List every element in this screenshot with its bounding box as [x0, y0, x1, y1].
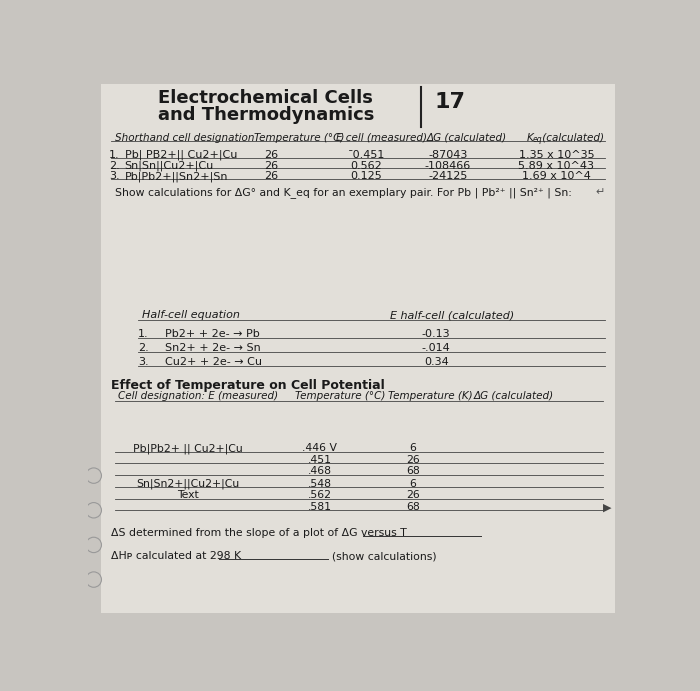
Text: 3.: 3.: [109, 171, 120, 182]
Text: Show calculations for ΔG° and K_eq for an exemplary pair. For Pb | Pb²⁺ || Sn²⁺ : Show calculations for ΔG° and K_eq for a…: [115, 187, 571, 198]
Text: 26: 26: [264, 150, 278, 160]
Text: 6: 6: [410, 444, 416, 453]
Text: .581: .581: [308, 502, 332, 512]
Text: 6: 6: [410, 479, 416, 489]
Text: ΔG (calculated): ΔG (calculated): [473, 391, 554, 401]
Text: Temperature (°C): Temperature (°C): [254, 133, 344, 143]
Text: 1.: 1.: [138, 330, 148, 339]
Text: Sn|Sn2+||Cu2+|Cu: Sn|Sn2+||Cu2+|Cu: [136, 479, 240, 489]
Text: Effect of Temperature on Cell Potential: Effect of Temperature on Cell Potential: [111, 379, 384, 392]
Text: Temperature (K): Temperature (K): [389, 391, 473, 401]
Text: .451: .451: [308, 455, 332, 465]
Text: -0.13: -0.13: [422, 330, 451, 339]
Text: (show calculations): (show calculations): [332, 551, 436, 561]
Text: -24125: -24125: [428, 171, 468, 182]
Text: 2.: 2.: [138, 343, 148, 353]
Text: 5.89 x 10^43: 5.89 x 10^43: [519, 161, 594, 171]
Text: .548: .548: [308, 479, 332, 489]
Text: 1.: 1.: [109, 150, 120, 160]
Text: 3.: 3.: [138, 357, 148, 367]
Text: Cell designation: E (measured): Cell designation: E (measured): [118, 391, 279, 401]
Text: Text: Text: [177, 490, 199, 500]
Text: ΔHᴘ calculated at 298 K: ΔHᴘ calculated at 298 K: [111, 551, 241, 561]
Text: Sn2+ + 2e- → Sn: Sn2+ + 2e- → Sn: [165, 343, 260, 353]
Text: Pb2+ + 2e- → Pb: Pb2+ + 2e- → Pb: [165, 330, 260, 339]
Text: Half-cell equation: Half-cell equation: [141, 310, 239, 320]
Text: Temperature (°C): Temperature (°C): [295, 391, 386, 401]
Circle shape: [86, 537, 101, 553]
Text: ¯0.451: ¯0.451: [348, 150, 385, 160]
Text: -87043: -87043: [428, 150, 468, 160]
Text: 68: 68: [406, 466, 420, 476]
Text: ΔG (calculated): ΔG (calculated): [427, 133, 507, 143]
Text: 26: 26: [406, 490, 420, 500]
Text: Sn|Sn||Cu2+|Cu: Sn|Sn||Cu2+|Cu: [125, 161, 214, 171]
Text: K: K: [527, 133, 533, 143]
Text: E cell (measured): E cell (measured): [335, 133, 426, 143]
Text: eq: eq: [533, 135, 542, 144]
Text: 1.35 x 10^35: 1.35 x 10^35: [519, 150, 594, 160]
Text: Shorthand cell designation: Shorthand cell designation: [115, 133, 254, 143]
Text: 17: 17: [435, 92, 466, 112]
Text: ΔS determined from the slope of a plot of ΔG versus T: ΔS determined from the slope of a plot o…: [111, 528, 407, 538]
Text: 26: 26: [406, 455, 420, 465]
Text: 0.562: 0.562: [351, 161, 382, 171]
Text: Pb|Pb2+ || Cu2+|Cu: Pb|Pb2+ || Cu2+|Cu: [134, 444, 243, 454]
Text: .562: .562: [308, 490, 332, 500]
Circle shape: [86, 502, 101, 518]
Text: 26: 26: [264, 171, 278, 182]
Text: Pb| PB2+|| Cu2+|Cu: Pb| PB2+|| Cu2+|Cu: [125, 150, 237, 160]
Text: ▶: ▶: [603, 502, 611, 513]
Text: 0.125: 0.125: [351, 171, 382, 182]
Circle shape: [86, 572, 101, 587]
Text: 68: 68: [406, 502, 420, 512]
Text: Cu2+ + 2e- → Cu: Cu2+ + 2e- → Cu: [165, 357, 262, 367]
Text: 0.34: 0.34: [424, 357, 449, 367]
Text: -.014: -.014: [422, 343, 451, 353]
Circle shape: [86, 468, 101, 483]
Text: E half-cell (calculated): E half-cell (calculated): [390, 310, 514, 320]
Text: 26: 26: [264, 161, 278, 171]
Text: 1.69 x 10^4: 1.69 x 10^4: [522, 171, 591, 182]
Text: Electrochemical Cells: Electrochemical Cells: [158, 89, 373, 107]
Text: .446 V: .446 V: [302, 444, 337, 453]
Text: Pb|Pb2+||Sn2+|Sn: Pb|Pb2+||Sn2+|Sn: [125, 171, 228, 182]
Text: -108466: -108466: [425, 161, 471, 171]
Text: 2.: 2.: [109, 161, 120, 171]
Text: (calculated): (calculated): [538, 133, 603, 143]
FancyBboxPatch shape: [102, 84, 615, 614]
Text: and Thermodynamics: and Thermodynamics: [158, 106, 374, 124]
Text: ↵: ↵: [595, 187, 605, 197]
Text: .468: .468: [308, 466, 332, 476]
